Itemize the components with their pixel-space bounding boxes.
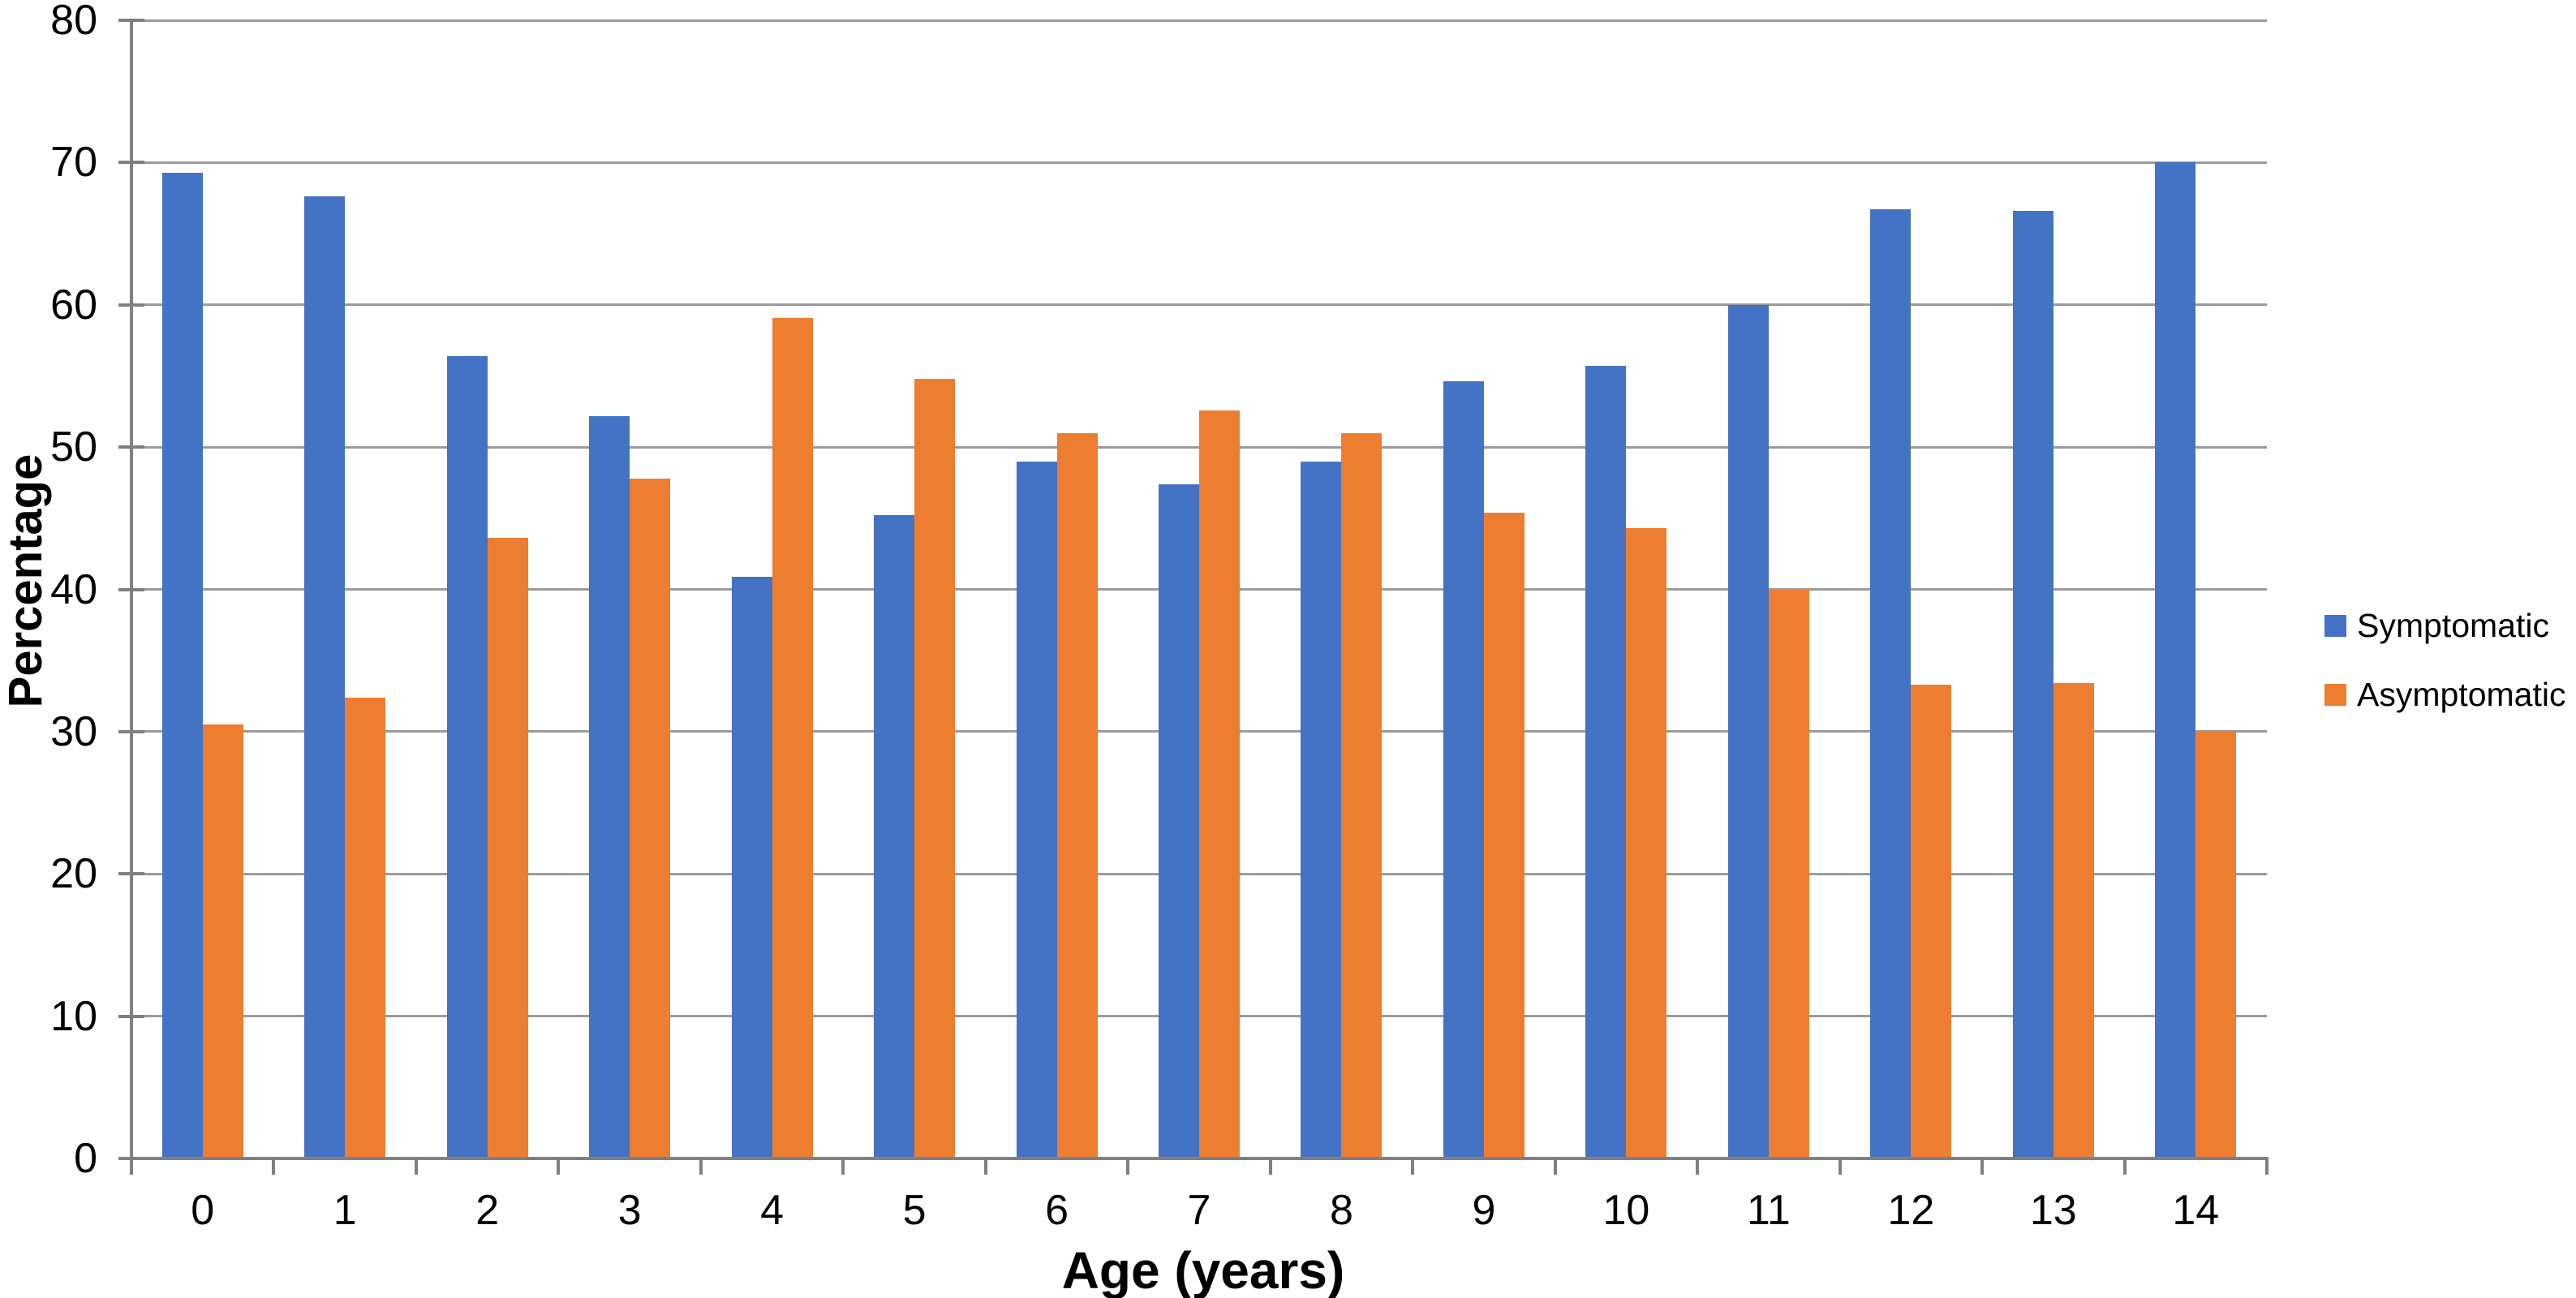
x-axis-title: Age (years)	[1061, 1241, 1345, 1298]
y-tick-label-10: 10	[50, 992, 97, 1040]
bar-asymptomatic-age-5	[914, 378, 956, 1158]
legend-swatch-icon	[2324, 683, 2346, 706]
bar-symptomatic-age-14	[2155, 162, 2196, 1158]
bar-asymptomatic-age-11	[1768, 589, 1809, 1158]
x-tick-14	[2122, 1158, 2127, 1175]
x-tick-7	[1126, 1158, 1130, 1175]
y-tick-60	[118, 303, 144, 307]
bar-symptomatic-age-2	[446, 355, 488, 1158]
bar-symptomatic-age-1	[304, 196, 346, 1158]
bar-symptomatic-age-13	[2012, 211, 2053, 1158]
gridline-80	[131, 19, 2267, 22]
x-tick-label-10: 10	[1602, 1187, 1650, 1234]
bar-asymptomatic-age-2	[487, 538, 528, 1158]
bar-asymptomatic-age-1	[345, 697, 386, 1158]
y-tick-label-0: 0	[74, 1135, 97, 1182]
x-tick-label-12: 12	[1887, 1187, 1935, 1234]
y-tick-10	[118, 1014, 144, 1018]
bar-symptomatic-age-12	[1870, 209, 1912, 1158]
x-tick-label-8: 8	[1329, 1187, 1353, 1234]
y-tick-label-50: 50	[50, 423, 97, 471]
bar-asymptomatic-age-7	[1199, 410, 1240, 1158]
y-tick-label-80: 80	[50, 0, 97, 44]
bar-symptomatic-age-7	[1159, 484, 1199, 1158]
bar-asymptomatic-age-14	[2195, 731, 2237, 1158]
x-tick-label-3: 3	[617, 1187, 642, 1234]
legend-item-asymptomatic: Asymptomatic	[2324, 673, 2565, 716]
bar-symptomatic-age-6	[1016, 461, 1057, 1158]
x-tick-label-4: 4	[760, 1187, 785, 1234]
gridline-70	[131, 161, 2267, 164]
x-tick-4	[699, 1158, 703, 1175]
y-tick-40	[118, 587, 144, 591]
x-tick-label-0: 0	[191, 1187, 215, 1234]
y-tick-label-70: 70	[50, 139, 97, 187]
bar-asymptomatic-age-3	[630, 478, 671, 1158]
x-tick-label-2: 2	[475, 1187, 500, 1234]
x-tick-1	[272, 1158, 276, 1175]
x-tick-8	[1268, 1158, 1272, 1175]
x-tick-0	[130, 1158, 133, 1175]
y-tick-label-40: 40	[50, 565, 97, 613]
x-tick-9	[1411, 1158, 1415, 1175]
y-tick-label-20: 20	[50, 850, 97, 898]
bar-symptomatic-age-3	[589, 415, 630, 1158]
x-tick-label-13: 13	[2029, 1187, 2077, 1234]
x-tick-6	[983, 1158, 987, 1175]
bar-asymptomatic-age-12	[1911, 685, 1952, 1158]
bar-symptomatic-age-9	[1443, 381, 1484, 1158]
x-tick-label-6: 6	[1045, 1187, 1069, 1234]
y-tick-label-60: 60	[50, 281, 97, 329]
bar-asymptomatic-age-6	[1056, 432, 1098, 1158]
x-tick-11	[1696, 1158, 1700, 1175]
x-tick-15	[2265, 1158, 2269, 1175]
x-tick-10	[1553, 1158, 1557, 1175]
x-axis-line	[130, 1157, 2269, 1160]
bar-asymptomatic-age-9	[1483, 512, 1525, 1158]
x-tick-2	[414, 1158, 418, 1175]
legend-swatch-icon	[2324, 614, 2346, 637]
x-tick-label-1: 1	[333, 1187, 357, 1234]
bar-symptomatic-age-8	[1301, 461, 1342, 1158]
legend-item-symptomatic: Symptomatic	[2324, 604, 2549, 647]
y-tick-80	[118, 19, 144, 22]
bar-symptomatic-age-5	[874, 515, 915, 1158]
legend-label: Asymptomatic	[2357, 676, 2566, 713]
x-tick-3	[557, 1158, 561, 1175]
legend-label: Symptomatic	[2357, 607, 2549, 644]
gridline-60	[131, 303, 2267, 307]
x-tick-label-5: 5	[902, 1187, 927, 1234]
x-tick-label-14: 14	[2172, 1187, 2220, 1234]
x-tick-label-11: 11	[1746, 1187, 1791, 1234]
bar-symptomatic-age-0	[161, 172, 203, 1158]
bar-symptomatic-age-10	[1585, 366, 1627, 1158]
x-tick-12	[1838, 1158, 1842, 1175]
x-tick-label-7: 7	[1187, 1187, 1211, 1234]
bar-symptomatic-age-11	[1727, 304, 1769, 1158]
x-tick-5	[841, 1158, 845, 1175]
y-tick-20	[118, 872, 144, 876]
x-tick-13	[1980, 1158, 1985, 1175]
y-tick-70	[118, 161, 144, 165]
x-tick-label-9: 9	[1472, 1187, 1496, 1234]
y-tick-50	[118, 445, 144, 449]
bar-asymptomatic-age-13	[2053, 683, 2094, 1158]
bar-asymptomatic-age-8	[1341, 432, 1383, 1158]
bar-asymptomatic-age-4	[772, 317, 813, 1158]
bar-symptomatic-age-4	[731, 576, 772, 1158]
bar-asymptomatic-age-10	[1626, 528, 1667, 1158]
bar-asymptomatic-age-0	[202, 724, 243, 1158]
y-tick-30	[118, 729, 144, 733]
y-tick-label-30: 30	[50, 707, 97, 755]
